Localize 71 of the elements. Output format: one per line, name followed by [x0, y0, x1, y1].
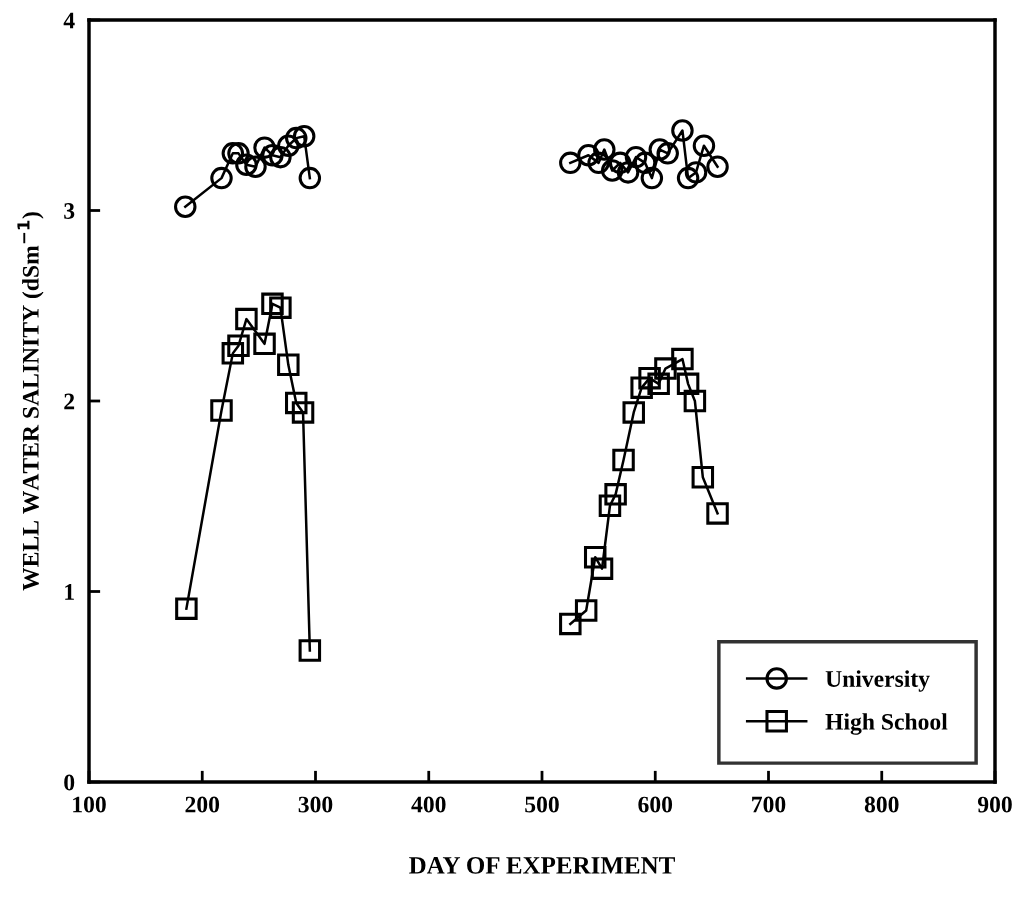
point	[590, 557, 614, 580]
point	[676, 372, 700, 396]
point	[174, 195, 197, 218]
point	[676, 166, 700, 190]
point	[559, 151, 582, 175]
point	[630, 376, 653, 399]
point	[593, 138, 616, 161]
point	[656, 142, 679, 165]
point	[269, 145, 292, 169]
point	[175, 597, 198, 620]
point	[269, 296, 292, 319]
point	[691, 465, 715, 489]
point	[638, 366, 661, 390]
point	[604, 483, 627, 506]
point	[221, 342, 245, 365]
point	[284, 126, 308, 150]
x-tick-label: 500	[525, 796, 559, 813]
point	[253, 136, 276, 159]
point	[647, 372, 670, 396]
point	[277, 353, 300, 377]
x-tick-label: 900	[977, 796, 1012, 813]
point	[244, 155, 267, 178]
point	[253, 332, 276, 356]
point	[291, 401, 315, 424]
point	[706, 155, 729, 178]
y-tick-label: 4	[63, 12, 75, 29]
point	[235, 307, 258, 331]
point	[298, 166, 322, 190]
point	[598, 494, 622, 518]
y-axis-title: WELL WATER SALINITY (dSm$^{−1}$)	[17, 212, 44, 591]
point	[622, 401, 645, 424]
x-tick-label: 700	[752, 796, 786, 813]
point	[671, 347, 694, 371]
y-tick-label: 3	[64, 203, 75, 219]
point	[577, 144, 600, 167]
x-tick-label: 400	[411, 796, 446, 813]
point	[612, 448, 635, 472]
point	[640, 166, 664, 190]
point	[261, 292, 284, 316]
point	[706, 502, 729, 525]
point	[292, 124, 316, 148]
x-axis-title: DAY OF EXPERIMENT	[409, 856, 675, 874]
point	[284, 391, 308, 415]
point	[210, 166, 233, 190]
y-tick-label: 0	[64, 774, 75, 791]
point	[227, 142, 250, 165]
legend-label: High School	[825, 713, 948, 735]
point	[671, 119, 694, 142]
point	[574, 599, 598, 622]
point	[624, 145, 648, 169]
point	[210, 399, 233, 422]
point	[298, 639, 322, 662]
point	[648, 138, 672, 161]
point	[600, 159, 624, 182]
y-tick-label: 2	[64, 393, 75, 410]
point	[683, 389, 707, 413]
x-tick-label: 300	[298, 796, 333, 813]
point	[227, 334, 250, 358]
point	[559, 612, 582, 636]
x-tick-label: 100	[73, 796, 106, 813]
point	[654, 357, 677, 380]
y-tick-label: 1	[65, 584, 74, 600]
x-tick-label: 600	[638, 796, 673, 813]
x-tick-label: 800	[864, 796, 899, 813]
x-tick-label: 200	[185, 796, 220, 813]
point	[235, 153, 258, 177]
point	[583, 545, 607, 569]
legend-label: University	[825, 670, 930, 692]
point	[684, 161, 708, 184]
point	[692, 134, 716, 157]
point	[221, 142, 245, 165]
